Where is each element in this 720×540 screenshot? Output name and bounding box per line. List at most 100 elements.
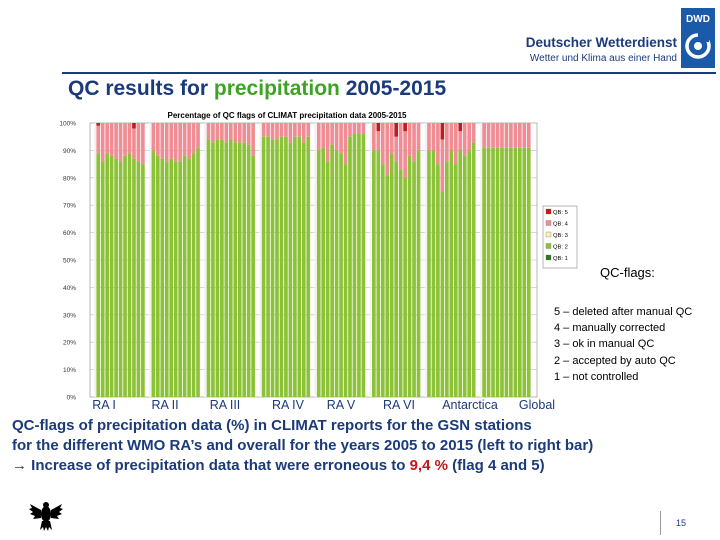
bar-segment-qb2 bbox=[398, 169, 403, 397]
bar-segment-qb2 bbox=[306, 136, 311, 397]
y-tick-label: 60% bbox=[63, 230, 76, 237]
group-separator bbox=[369, 123, 372, 397]
bar-segment-qb4 bbox=[334, 123, 339, 151]
bar-segment-qb4 bbox=[361, 123, 366, 134]
bar-segment-qb2 bbox=[127, 153, 132, 397]
bar-segment-qb4 bbox=[389, 123, 394, 154]
bar-segment-qb4 bbox=[127, 123, 132, 154]
bar-segment-qb4 bbox=[182, 123, 187, 156]
bar-segment-qb4 bbox=[155, 123, 160, 156]
bar-segment-qb4 bbox=[385, 123, 390, 176]
y-tick-label: 40% bbox=[63, 285, 76, 292]
bar-segment-qb2 bbox=[233, 142, 238, 397]
bar-segment-qb4 bbox=[206, 123, 211, 140]
y-tick-label: 80% bbox=[63, 175, 76, 182]
bar-segment-qb2 bbox=[109, 155, 114, 397]
bar-segment-qb2 bbox=[513, 147, 518, 397]
qc-flag-item: 3 – ok in manual QC bbox=[554, 338, 655, 351]
bar-segment-qb2 bbox=[224, 142, 229, 397]
bar-segment-qb2 bbox=[220, 139, 224, 397]
bar-segment-qb2 bbox=[169, 158, 174, 397]
error-percentage: 9,4 % bbox=[409, 457, 448, 474]
bar-segment-qb4 bbox=[486, 123, 491, 148]
title-highlight: precipitation bbox=[213, 77, 340, 100]
dwd-swirl-icon: DWD bbox=[681, 8, 715, 68]
caption: QC-flags of precipitation data (%) in CL… bbox=[12, 416, 718, 476]
brand-name: Deutscher Wetterdienst bbox=[525, 35, 677, 50]
bar-segment-qb2 bbox=[211, 142, 215, 397]
bar-segment-qb2 bbox=[389, 153, 394, 397]
bar-segment-qb5 bbox=[376, 123, 381, 132]
bar-segment-qb2 bbox=[357, 133, 361, 397]
bar-segment-qb5 bbox=[403, 123, 407, 132]
bar-segment-qb2 bbox=[246, 144, 251, 397]
bar-segment-qb5 bbox=[96, 123, 101, 126]
legend-swatch bbox=[545, 220, 552, 226]
bar-segment-qb5 bbox=[132, 123, 136, 129]
bar-segment-qb2 bbox=[228, 139, 233, 397]
bar-segment-qb2 bbox=[155, 155, 160, 397]
bar-segment-qb4 bbox=[187, 123, 191, 159]
bar-segment-qb4 bbox=[288, 123, 293, 143]
bar-segment-qb2 bbox=[376, 150, 381, 397]
bar-segment-qb2 bbox=[495, 147, 500, 397]
bar-segment-qb4 bbox=[518, 123, 522, 148]
bar-segment-qb4 bbox=[220, 123, 224, 140]
bar-segment-qb4 bbox=[105, 123, 109, 154]
bar-segment-qb2 bbox=[330, 144, 334, 397]
bar-segment-qb2 bbox=[343, 164, 348, 397]
bar-segment-qb4 bbox=[136, 123, 141, 162]
bar-segment-qb4 bbox=[436, 123, 440, 165]
bar-segment-qb4 bbox=[96, 125, 101, 154]
legend-swatch bbox=[545, 243, 552, 249]
bar-segment-qb2 bbox=[471, 142, 476, 397]
bar-segment-qb2 bbox=[105, 153, 109, 397]
bar-segment-qb4 bbox=[445, 123, 449, 162]
bar-segment-qb4 bbox=[412, 123, 416, 162]
bar-segment-qb2 bbox=[136, 161, 141, 397]
bar-segment-qb2 bbox=[251, 155, 255, 397]
qc-flags-title: QC-flags: bbox=[600, 265, 655, 280]
legend-label: QB: 1 bbox=[553, 256, 568, 262]
group-label: RA VI bbox=[383, 398, 415, 412]
bar-segment-qb4 bbox=[495, 123, 500, 148]
bar-segment-qb2 bbox=[407, 155, 412, 397]
bar-segment-qb2 bbox=[288, 142, 293, 397]
bar-segment-qb4 bbox=[297, 123, 302, 137]
bar-segment-qb4 bbox=[440, 139, 445, 192]
group-separator bbox=[149, 123, 152, 397]
bar-segment-qb2 bbox=[275, 139, 279, 397]
bar-segment-qb4 bbox=[348, 123, 352, 137]
bar-segment-qb5 bbox=[458, 123, 463, 132]
bar-segment-qb4 bbox=[330, 123, 334, 145]
bar-segment-qb2 bbox=[431, 150, 436, 397]
page-title: QC results for precipitation 2005-2015 bbox=[68, 77, 447, 100]
qc-flags-list: 5 – deleted after manual QC 4 – manually… bbox=[554, 304, 692, 385]
bar-segment-qb2 bbox=[293, 136, 297, 397]
bar-segment-qb2 bbox=[261, 136, 266, 397]
bar-segment-qb2 bbox=[403, 177, 407, 397]
bar-segment-qb4 bbox=[270, 123, 275, 140]
bar-segment-qb2 bbox=[164, 161, 169, 397]
bar-segment-qb4 bbox=[449, 123, 454, 151]
bar-segment-qb2 bbox=[191, 153, 196, 397]
bar-segment-qb2 bbox=[297, 136, 302, 397]
y-tick-label: 0% bbox=[67, 395, 77, 402]
bar-segment-qb4 bbox=[164, 123, 169, 162]
bar-segment-qb2 bbox=[416, 150, 421, 397]
bar-segment-qb4 bbox=[380, 123, 385, 165]
bar-segment-qb2 bbox=[467, 150, 472, 397]
legend-label: QB: 4 bbox=[553, 222, 569, 228]
bar-segment-qb2 bbox=[436, 164, 440, 397]
bar-segment-qb2 bbox=[123, 155, 127, 397]
group-label: Antarctica bbox=[442, 398, 498, 412]
bar-segment-qb4 bbox=[233, 123, 238, 143]
bar-segment-qb4 bbox=[228, 123, 233, 140]
logo-abbrev: DWD bbox=[686, 14, 710, 25]
bar-segment-qb4 bbox=[416, 123, 421, 151]
group-label: Global bbox=[519, 398, 555, 412]
bar-segment-qb2 bbox=[462, 155, 467, 397]
bar-segment-qb2 bbox=[522, 147, 527, 397]
bar-segment-qb4 bbox=[357, 123, 361, 134]
bar-segment-qb4 bbox=[301, 123, 306, 143]
